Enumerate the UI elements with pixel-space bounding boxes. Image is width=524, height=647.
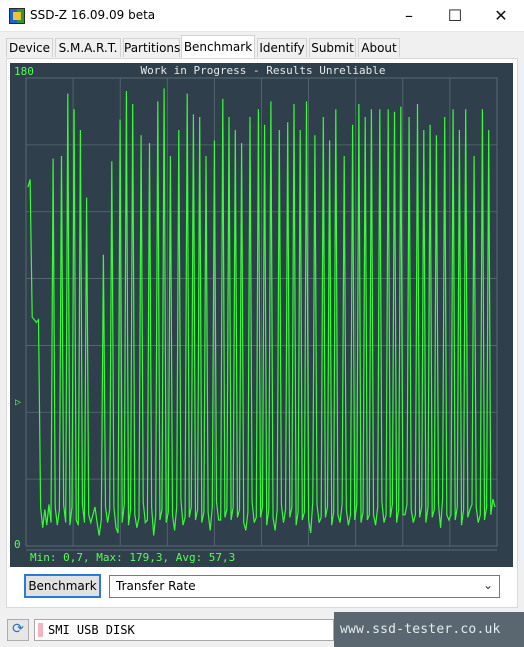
refresh-icon: ⟳	[12, 621, 24, 637]
tab-device[interactable]: Device	[6, 38, 53, 57]
benchmark-button[interactable]: Benchmark	[24, 574, 101, 598]
close-button[interactable]: ✕	[494, 6, 508, 25]
transfer-rate-series-line	[27, 88, 496, 536]
refresh-button[interactable]: ⟳	[7, 619, 29, 641]
tab-submit[interactable]: Submit	[309, 38, 356, 57]
chevron-down-icon: ⌄	[482, 578, 493, 592]
chart-stats: Min: 0,7, Max: 179,3, Avg: 57,3	[30, 551, 235, 564]
chart-grid	[25, 77, 498, 551]
minimize-button[interactable]: –	[405, 6, 413, 25]
position-marker-icon: ▷	[15, 397, 21, 408]
chart-svg: Work in Progress - Results Unreliable 18…	[14, 64, 498, 564]
tab-identify[interactable]: Identify	[257, 38, 307, 57]
benchmark-mode-select[interactable]: Transfer Rate ⌄	[109, 575, 500, 598]
device-color-marker	[38, 623, 43, 637]
device-selector[interactable]: SMI USB DISK	[34, 619, 334, 641]
maximize-button[interactable]: ☐	[447, 6, 463, 25]
title-bar: SSD-Z 16.09.09 beta – ☐ ✕	[0, 0, 524, 32]
transfer-rate-chart: Work in Progress - Results Unreliable 18…	[10, 63, 513, 567]
tab-smart[interactable]: S.M.A.R.T.	[55, 38, 121, 57]
tab-about[interactable]: About	[358, 38, 400, 57]
device-name: SMI USB DISK	[48, 623, 135, 637]
window-title: SSD-Z 16.09.09 beta	[30, 8, 156, 22]
app-icon	[9, 8, 25, 24]
tab-strip: Device S.M.A.R.T. Partitions Benchmark I…	[6, 35, 518, 58]
tab-partitions[interactable]: Partitions	[123, 38, 180, 57]
watermark: www.ssd-tester.co.uk	[334, 612, 524, 647]
chart-title: Work in Progress - Results Unreliable	[140, 64, 385, 77]
tab-benchmark[interactable]: Benchmark	[181, 35, 255, 58]
benchmark-mode-value: Transfer Rate	[116, 579, 196, 593]
y-axis-max-label: 180	[14, 65, 34, 78]
y-axis-min-label: 0	[14, 538, 21, 551]
